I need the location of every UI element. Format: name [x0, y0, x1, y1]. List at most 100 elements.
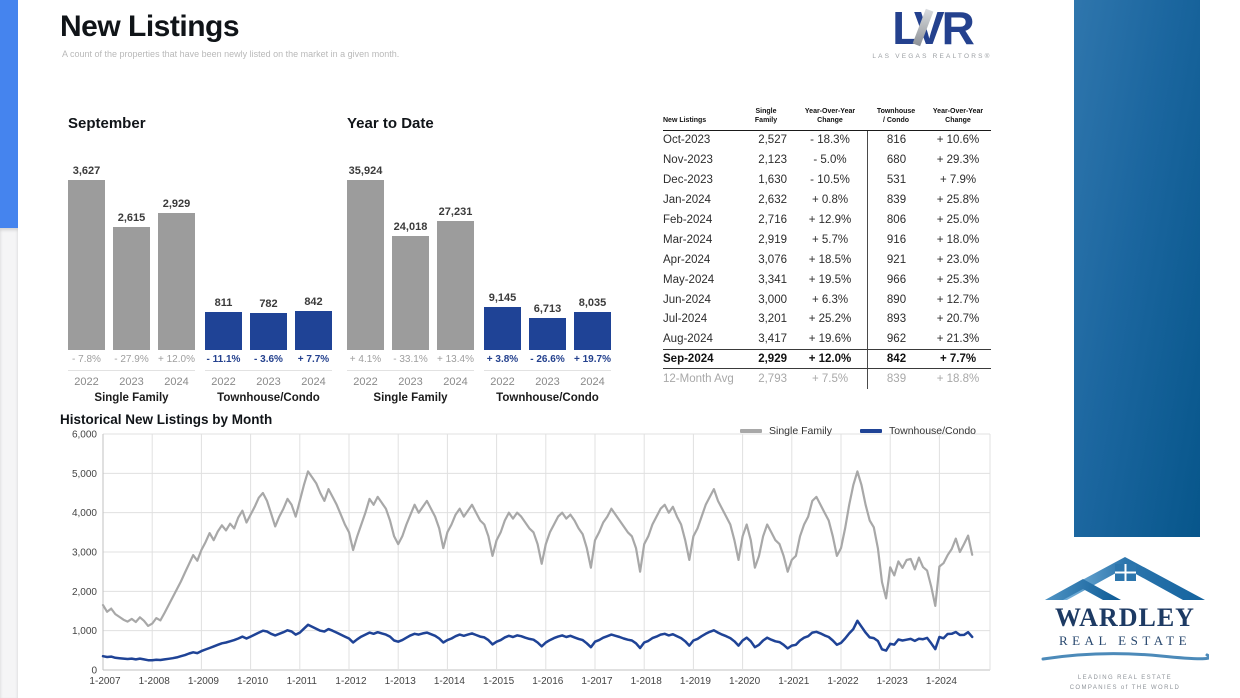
wardley-line2: REAL ESTATE: [1058, 633, 1192, 648]
bar-2023: [529, 318, 566, 350]
table-row-month: Mar-2024: [663, 233, 713, 246]
pct-change-label: + 4.1%: [349, 354, 382, 365]
table-cell: 3,076: [758, 253, 787, 266]
bar-2023: [392, 236, 429, 350]
table-cell: + 0.8%: [811, 194, 849, 207]
bar-value: 27,231: [438, 206, 473, 219]
legend-swatch: [860, 429, 883, 433]
bar-2022: [205, 312, 242, 350]
table-row-month: Oct-2023: [663, 134, 711, 147]
table-cell: 2,632: [758, 194, 787, 207]
bar-2024: [158, 212, 195, 350]
table-cell: 839: [867, 369, 925, 390]
svg-text:1-2009: 1-2009: [188, 676, 220, 687]
table-cell: 966: [867, 269, 925, 290]
lvr-letters: LVR: [892, 2, 975, 54]
svg-text:1-2017: 1-2017: [581, 676, 613, 687]
ytd-group-townhouse-condo: 9,145 6,713 8,035 + 3.8% - 26.6% + 19.7% 2022 2…: [484, 142, 611, 404]
bar-value: 3,627: [72, 165, 101, 177]
wardley-swoosh: [1041, 652, 1212, 661]
september-group-townhouse-condo: 811 782 842 - 11.1% - 3.6% + 7.7% 2022 2023 2024…: [205, 142, 332, 404]
page-subtitle: A count of the properties that have been…: [62, 49, 400, 59]
svg-text:1,000: 1,000: [72, 626, 97, 637]
table-cell: + 18.8%: [936, 373, 980, 386]
table-row-month: Jul-2024: [663, 313, 708, 326]
table-cell: + 20.7%: [936, 313, 980, 326]
table-header: Townhouse / Condo: [867, 108, 925, 131]
table-row-month: Aug-2024: [663, 333, 713, 346]
pct-change-label: - 3.6%: [254, 354, 283, 365]
svg-text:1-2021: 1-2021: [778, 676, 810, 687]
ytd-chart-title: Year to Date: [347, 115, 434, 132]
table-row-month: Jun-2024: [663, 293, 711, 306]
table-header: New Listings: [663, 108, 739, 131]
wardley-logo: WARDLEY REAL ESTATE LEADING REAL ESTATE …: [1041, 552, 1212, 693]
bar-cell-2023: 782: [250, 298, 287, 350]
bar-value: 782: [259, 298, 278, 311]
bar-cell-2022: 3,627: [68, 165, 105, 350]
year-row: 2022 2023 2024: [484, 370, 611, 388]
bar-value: 2,615: [117, 212, 146, 225]
year-label: 2023: [398, 376, 423, 388]
table-cell: 816: [867, 130, 925, 151]
bar-cell-2024: 2,929: [158, 198, 195, 350]
svg-text:3,000: 3,000: [72, 548, 97, 559]
table-cell: 842: [867, 349, 925, 370]
svg-text:1-2007: 1-2007: [89, 676, 121, 687]
bar-value: 811: [214, 297, 233, 309]
table-cell: 921: [867, 249, 925, 270]
svg-text:4,000: 4,000: [72, 508, 97, 519]
year-label: 2023: [256, 376, 281, 388]
table-header: Single Family: [739, 108, 793, 131]
table-row-month: May-2024: [663, 273, 715, 286]
legend-label: Townhouse/Condo: [889, 425, 976, 437]
table-cell: 2,716: [758, 214, 787, 226]
table-cell: + 12.0%: [793, 349, 867, 370]
pct-row: + 4.1% - 33.1% + 13.4%: [347, 354, 474, 365]
svg-text:6,000: 6,000: [72, 430, 97, 441]
year-label: 2024: [301, 376, 326, 388]
historical-chart-section: Historical New Listings by Month Single …: [60, 412, 1000, 694]
september-group-single-family: 3,627 2,615 2,929- 7.8% - 27.9% + 12.0% 2022 2…: [68, 142, 195, 404]
table-row-month: Feb-2024: [663, 214, 713, 226]
bar-cell-2023: 2,615: [113, 212, 150, 350]
table-cell: 2,123: [758, 154, 787, 167]
table-cell: 3,417: [758, 333, 787, 346]
table-row-month: Sep-2024: [663, 349, 739, 370]
bar-2022: [484, 306, 521, 350]
pct-row: - 11.1% - 3.6% + 7.7%: [205, 354, 332, 365]
table-cell: 916: [867, 229, 925, 250]
table-cell: - 18.3%: [810, 134, 850, 147]
table-cell: - 5.0%: [813, 154, 847, 167]
table-cell: + 19.6%: [808, 333, 852, 346]
pct-change-label: - 7.8%: [72, 354, 101, 365]
bar-2022: [68, 180, 105, 350]
pct-change-label: + 19.7%: [574, 354, 611, 365]
group-label: Townhouse/Condo: [217, 392, 320, 404]
table-header: Year-Over-Year Change: [793, 108, 867, 131]
svg-text:1-2018: 1-2018: [631, 676, 663, 687]
svg-text:1-2011: 1-2011: [287, 676, 318, 687]
year-label: 2023: [119, 376, 144, 388]
svg-text:1-2015: 1-2015: [483, 676, 515, 687]
bar-2023: [250, 313, 287, 350]
ytd-bar-chart: Year to Date 35,924 24,018 27,231 + 4.1% - 3…: [347, 115, 611, 404]
table-row-month: Nov-2023: [663, 154, 713, 167]
group-label: Townhouse/Condo: [496, 392, 599, 404]
bar-value: 6,713: [533, 303, 562, 316]
svg-text:1-2013: 1-2013: [385, 676, 417, 687]
table-cell: 962: [867, 329, 925, 350]
bar-cell-2024: 842: [295, 296, 332, 350]
historical-chart-title: Historical New Listings by Month: [60, 412, 273, 427]
table-cell: + 25.3%: [936, 273, 980, 286]
year-row: 2022 2023 2024: [347, 370, 474, 388]
ytd-bars: 35,924 24,018 27,231 + 4.1% - 33.1% + 13.4% 20…: [347, 142, 611, 404]
table-cell: + 10.6%: [936, 134, 980, 147]
table-header: Year-Over-Year Change: [925, 108, 991, 131]
pct-row: + 3.8% - 26.6% + 19.7%: [484, 354, 611, 365]
svg-text:1-2014: 1-2014: [434, 676, 466, 687]
table-cell: 3,000: [758, 293, 787, 306]
table-cell: + 25.2%: [808, 313, 852, 326]
table-cell: 839: [867, 190, 925, 211]
